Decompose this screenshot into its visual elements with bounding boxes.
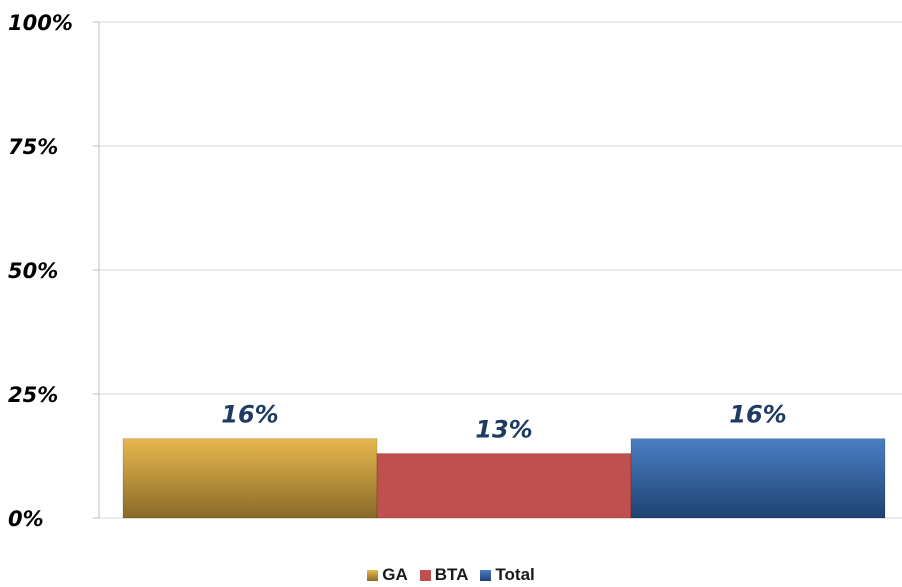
bar-chart: 16% 13% 16% 0% 25% 50% 75% 100% [8,11,902,531]
chart-legend: GA BTA Total [0,565,902,585]
legend-swatch-total [480,569,492,581]
y-tick-label: 0% [8,507,44,531]
legend-item-ga: GA [367,565,408,585]
bars [122,438,886,519]
legend-item-total: Total [480,565,535,585]
y-tick-label: 50% [8,259,58,283]
data-label-bta: 13% [475,416,532,444]
legend-swatch-ga [367,569,379,581]
legend-swatch-bta [419,569,431,581]
legend-label-total: Total [495,565,535,584]
data-label-ga: 16% [221,401,278,429]
legend-item-bta: BTA [419,565,469,585]
y-tick-label: 75% [8,135,58,159]
bar-ga [122,438,378,519]
y-axis-ticks: 0% 25% 50% 75% 100% [8,11,73,531]
data-label-total: 16% [729,401,786,429]
legend-label-bta: BTA [434,565,469,584]
y-tick-label: 100% [8,11,73,35]
y-tick-label: 25% [8,383,58,407]
data-labels: 16% 13% 16% [221,401,786,444]
bar-total [630,438,886,519]
bar-bta [376,453,632,519]
legend-label-ga: GA [382,565,408,584]
